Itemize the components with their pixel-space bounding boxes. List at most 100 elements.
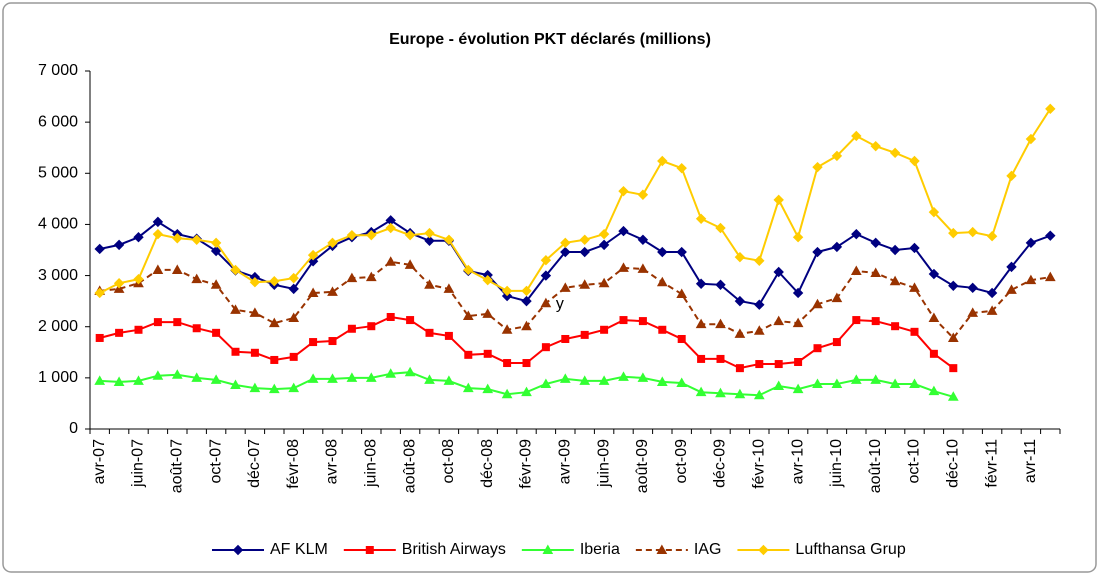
marker — [268, 383, 280, 394]
legend-item: AF KLM — [212, 541, 328, 558]
marker — [424, 227, 435, 239]
marker — [812, 298, 823, 309]
marker — [715, 279, 726, 290]
marker — [483, 349, 492, 358]
marker — [598, 239, 610, 251]
marker — [676, 288, 688, 298]
marker — [232, 544, 244, 556]
marker — [831, 292, 843, 303]
marker — [832, 338, 841, 347]
marker — [522, 359, 531, 368]
marker — [656, 376, 668, 386]
marker — [464, 350, 473, 359]
marker — [501, 285, 513, 297]
marker — [210, 374, 222, 384]
marker — [559, 282, 571, 292]
marker — [212, 328, 221, 337]
marker — [697, 354, 706, 363]
annotation: y — [556, 295, 564, 312]
marker — [638, 317, 647, 326]
marker — [249, 307, 261, 317]
marker — [152, 264, 164, 274]
marker — [231, 347, 240, 356]
marker — [327, 237, 338, 249]
x-tick-label: août-10 — [867, 439, 884, 493]
marker — [540, 270, 552, 281]
marker — [250, 348, 259, 357]
marker — [658, 325, 667, 334]
marker — [113, 376, 125, 386]
marker — [870, 140, 881, 152]
marker — [94, 287, 105, 299]
marker — [734, 251, 746, 263]
marker — [618, 225, 629, 237]
marker — [113, 239, 125, 251]
x-tick-label: févr-11 — [983, 439, 1000, 488]
marker — [656, 276, 668, 287]
x-tick-label: avr-10 — [789, 439, 806, 484]
marker — [561, 334, 570, 343]
marker — [152, 216, 164, 228]
marker — [792, 317, 804, 328]
marker — [521, 285, 532, 297]
marker — [831, 378, 843, 388]
marker — [773, 315, 785, 326]
marker — [542, 544, 554, 554]
marker — [230, 304, 241, 314]
marker — [909, 378, 920, 388]
marker — [812, 246, 823, 258]
x-tick-label: oct-10 — [906, 439, 923, 484]
marker — [909, 282, 920, 292]
marker — [386, 312, 395, 321]
marker — [133, 273, 144, 285]
marker — [579, 246, 590, 258]
marker — [754, 255, 765, 266]
marker — [346, 272, 358, 283]
marker — [501, 324, 513, 334]
x-tick-label: déc-09 — [712, 439, 729, 488]
marker — [113, 278, 125, 289]
marker — [1044, 271, 1056, 282]
marker — [637, 234, 649, 245]
marker — [173, 318, 182, 327]
marker — [928, 268, 940, 280]
marker — [792, 287, 804, 299]
marker — [870, 267, 882, 278]
marker — [288, 312, 300, 323]
marker — [230, 379, 241, 390]
marker — [443, 234, 455, 245]
marker — [406, 316, 415, 325]
marker — [598, 228, 610, 240]
marker — [404, 229, 416, 241]
marker — [928, 385, 940, 396]
marker — [967, 307, 979, 317]
marker — [715, 318, 726, 329]
marker — [579, 375, 591, 385]
y-tick-label: 6 000 — [38, 113, 78, 130]
marker — [268, 317, 280, 328]
marker — [288, 382, 300, 393]
marker — [172, 233, 183, 244]
marker — [948, 280, 959, 292]
marker — [327, 286, 338, 296]
marker — [618, 262, 629, 272]
marker — [307, 287, 319, 297]
x-tick-label: déc-08 — [479, 439, 496, 488]
marker — [986, 305, 998, 315]
marker — [889, 147, 901, 159]
marker — [948, 227, 959, 239]
marker — [210, 245, 222, 257]
marker — [541, 343, 550, 352]
x-tick-label: août-08 — [401, 439, 418, 493]
marker — [385, 368, 397, 378]
marker — [967, 226, 978, 238]
marker — [889, 275, 901, 286]
marker — [852, 316, 861, 325]
x-tick-label: avr-09 — [557, 439, 574, 484]
marker — [600, 325, 609, 334]
marker — [443, 375, 455, 385]
marker — [327, 373, 338, 383]
x-tick-label: avr-11 — [1022, 439, 1039, 483]
y-tick-label: 5 000 — [38, 165, 78, 182]
marker — [928, 206, 940, 218]
